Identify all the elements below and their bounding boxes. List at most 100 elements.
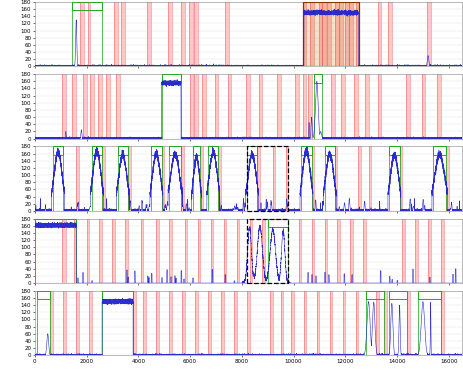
Bar: [313, 74, 321, 82]
Bar: [223, 218, 226, 283]
Bar: [302, 2, 306, 66]
Bar: [436, 74, 440, 139]
Bar: [141, 218, 143, 283]
Bar: [377, 74, 381, 139]
Bar: [401, 218, 404, 283]
Bar: [102, 291, 133, 299]
Bar: [169, 146, 181, 155]
Bar: [192, 146, 200, 155]
Bar: [188, 2, 192, 66]
Bar: [194, 74, 197, 139]
Bar: [90, 74, 94, 139]
Bar: [98, 74, 102, 139]
Bar: [194, 2, 197, 66]
Bar: [92, 146, 102, 155]
Bar: [300, 146, 311, 155]
Bar: [112, 218, 115, 283]
Bar: [324, 146, 334, 155]
Bar: [246, 146, 288, 211]
Bar: [302, 74, 306, 139]
Bar: [426, 2, 430, 66]
Bar: [262, 218, 264, 283]
Bar: [143, 291, 146, 355]
Bar: [113, 2, 117, 66]
Bar: [197, 218, 200, 283]
Bar: [267, 218, 288, 227]
Bar: [321, 2, 325, 66]
Bar: [334, 2, 338, 66]
Bar: [182, 291, 184, 355]
Bar: [208, 146, 218, 155]
Bar: [168, 2, 172, 66]
Bar: [355, 291, 357, 355]
Bar: [354, 74, 357, 139]
Bar: [445, 146, 448, 211]
Bar: [257, 146, 259, 211]
Bar: [421, 74, 425, 139]
Bar: [220, 291, 223, 355]
Bar: [338, 2, 342, 66]
Bar: [201, 74, 205, 139]
Bar: [102, 146, 105, 211]
Bar: [377, 2, 381, 66]
Bar: [324, 218, 326, 283]
Bar: [208, 291, 210, 355]
Bar: [272, 146, 275, 211]
Bar: [348, 2, 352, 66]
Bar: [181, 146, 183, 211]
Bar: [156, 291, 159, 355]
Bar: [195, 291, 197, 355]
Bar: [285, 146, 288, 211]
Bar: [184, 218, 187, 283]
Bar: [99, 218, 102, 283]
Bar: [290, 291, 293, 355]
Bar: [87, 218, 89, 283]
Bar: [62, 74, 66, 139]
Bar: [169, 218, 172, 283]
Bar: [156, 218, 159, 283]
Bar: [50, 291, 53, 355]
Bar: [440, 218, 443, 283]
Bar: [330, 74, 334, 139]
Bar: [128, 146, 130, 211]
Bar: [365, 291, 383, 299]
Bar: [258, 74, 262, 139]
Bar: [319, 2, 321, 66]
Bar: [233, 291, 236, 355]
Bar: [38, 291, 50, 299]
Bar: [76, 146, 79, 211]
Bar: [74, 218, 76, 283]
Bar: [249, 218, 251, 283]
Bar: [35, 218, 76, 227]
Bar: [246, 291, 249, 355]
Bar: [355, 2, 359, 66]
Bar: [200, 146, 202, 211]
Bar: [337, 218, 339, 283]
Bar: [427, 218, 430, 283]
Bar: [307, 74, 311, 139]
Bar: [276, 74, 280, 139]
Bar: [236, 218, 238, 283]
Bar: [190, 74, 192, 139]
Bar: [246, 218, 288, 283]
Bar: [218, 146, 220, 211]
Bar: [280, 291, 282, 355]
Bar: [344, 2, 348, 66]
Bar: [82, 74, 87, 139]
Bar: [161, 146, 164, 211]
Bar: [125, 218, 128, 283]
Bar: [89, 291, 92, 355]
Bar: [106, 74, 110, 139]
Bar: [269, 291, 272, 355]
Bar: [227, 74, 231, 139]
Bar: [364, 74, 368, 139]
Bar: [225, 2, 228, 66]
Bar: [298, 218, 300, 283]
Bar: [440, 291, 443, 355]
Bar: [303, 291, 306, 355]
Bar: [316, 291, 319, 355]
Bar: [357, 146, 360, 211]
Bar: [363, 218, 365, 283]
Bar: [151, 146, 161, 155]
Bar: [63, 291, 66, 355]
